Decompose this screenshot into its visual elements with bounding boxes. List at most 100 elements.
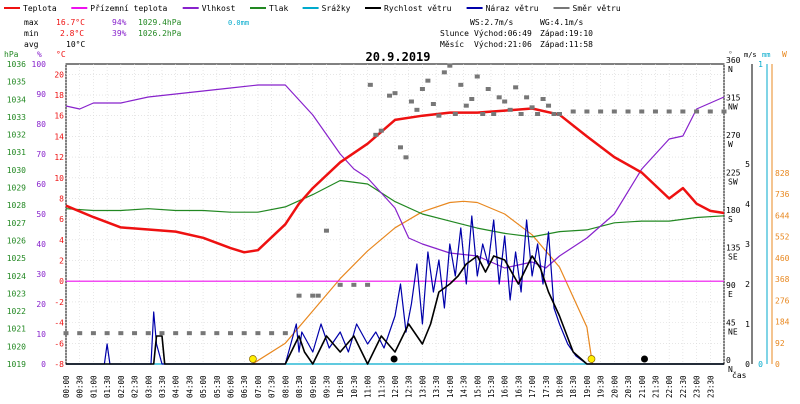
- x-tick-41: 20:30: [624, 375, 633, 398]
- x-tick-26: 13:00: [418, 375, 427, 398]
- winddir-tick-6: 270: [726, 131, 741, 140]
- point-sm-r-v-tru-61: [598, 109, 604, 114]
- solar-tick-2: 184: [775, 318, 790, 327]
- info-sun-label: Slunce: [440, 29, 469, 38]
- humidity_pct-tick-7: 70: [36, 150, 46, 159]
- moon-set-icon: [390, 355, 398, 363]
- humidity_pct-tick-2: 20: [36, 300, 46, 309]
- x-tick-46: 23:00: [693, 375, 702, 398]
- windspeed-tick-3: 3: [745, 240, 750, 249]
- windspeed-tick-0: 0: [745, 360, 750, 369]
- point-sm-r-v-tru-19: [315, 293, 321, 298]
- point-sm-r-v-tru-70: [721, 109, 727, 114]
- humidity_pct-tick-4: 40: [36, 240, 46, 249]
- info-moon-set: Západ:11:58: [540, 40, 593, 49]
- point-sm-r-v-tru-2: [90, 331, 96, 336]
- point-sm-r-v-tru-65: [652, 109, 658, 114]
- temperature_c-tick-9: 10: [54, 174, 64, 183]
- point-sm-r-v-tru-4: [118, 331, 124, 336]
- point-sm-r-v-tru-54: [535, 112, 541, 116]
- point-sm-r-v-tru-3: [104, 331, 110, 336]
- point-sm-r-v-tru-60: [584, 109, 590, 114]
- unit-w: W: [782, 50, 787, 59]
- point-sm-r-v-tru-47: [496, 95, 502, 100]
- stat-min-press: 1026.2hPa: [138, 29, 182, 38]
- pressure_hpa-tick-5: 1024: [7, 272, 26, 281]
- unit-mm: mm: [762, 51, 770, 59]
- winddir-compass-1: NE: [728, 328, 738, 337]
- x-tick-42: 21:00: [638, 375, 647, 398]
- x-tick-22: 11:00: [364, 375, 373, 398]
- point-sm-r-v-tru-56: [546, 103, 552, 108]
- point-sm-r-v-tru-49: [507, 107, 513, 112]
- line-vlhkost: [65, 84, 725, 269]
- legend-label-2: Vlhkost: [202, 4, 236, 13]
- point-sm-r-v-tru-45: [485, 87, 491, 91]
- x-tick-4: 02:00: [117, 375, 126, 398]
- point-sm-r-v-tru-21: [337, 282, 343, 287]
- unit-degc: °C: [56, 50, 66, 59]
- point-sm-r-v-tru-18: [310, 293, 316, 298]
- humidity_pct-tick-5: 50: [36, 210, 46, 219]
- info-sun-set: Západ:19:10: [540, 29, 593, 38]
- winddir-compass-6: W: [728, 140, 733, 149]
- solar-tick-3: 276: [775, 296, 790, 305]
- x-tick-11: 05:30: [213, 375, 222, 398]
- point-sm-r-v-tru-7: [159, 331, 165, 336]
- temperature_c-tick-11: 14: [54, 132, 64, 141]
- sun-set-icon: [587, 355, 596, 363]
- humidity_pct-tick-3: 30: [36, 270, 46, 279]
- rain-tick-0: 0: [758, 360, 763, 369]
- point-sm-r-v-tru-0: [63, 331, 69, 336]
- x-tick-21: 10:30: [350, 375, 359, 398]
- x-tick-15: 07:30: [268, 375, 277, 398]
- windspeed-tick-2: 2: [745, 280, 750, 289]
- pressure_hpa-tick-6: 1025: [7, 254, 26, 263]
- x-tick-30: 15:00: [473, 375, 482, 398]
- point-sm-r-v-tru-37: [441, 70, 447, 75]
- info-sun-rise: Východ:06:49: [474, 29, 532, 38]
- stat-max-rain: 0.0mm: [228, 19, 249, 27]
- x-tick-36: 18:00: [556, 375, 565, 398]
- stat-min-hum: 39%: [112, 29, 127, 38]
- pressure_hpa-tick-17: 1036: [7, 60, 26, 69]
- x-tick-5: 02:30: [131, 375, 140, 398]
- pressure_hpa-tick-13: 1032: [7, 131, 26, 140]
- point-sm-r-v-tru-62: [611, 109, 617, 114]
- point-sm-r-v-tru-46: [491, 112, 497, 116]
- temperature_c-tick-4: 0: [59, 277, 64, 286]
- point-sm-r-v-tru-6: [145, 331, 151, 336]
- temperature_c-tick-12: 16: [54, 112, 64, 121]
- info-wg: WG:4.1m/s: [540, 18, 584, 27]
- pressure_hpa-tick-12: 1031: [7, 148, 26, 157]
- point-sm-r-v-tru-43: [474, 74, 480, 79]
- point-sm-r-v-tru-66: [666, 109, 672, 114]
- humidity_pct-tick-9: 90: [36, 90, 46, 99]
- point-sm-r-v-tru-27: [387, 93, 393, 98]
- solar-tick-6: 552: [775, 233, 790, 242]
- point-sm-r-v-tru-29: [397, 145, 403, 150]
- point-sm-r-v-tru-39: [452, 112, 458, 116]
- temperature_c-tick-1: -6: [54, 339, 64, 348]
- point-sm-r-v-tru-67: [680, 109, 686, 114]
- x-tick-29: 14:30: [460, 375, 469, 398]
- point-sm-r-v-tru-38: [447, 63, 453, 68]
- line-n-raz-v-tru: [66, 215, 724, 365]
- x-tick-1: 00:30: [76, 375, 85, 398]
- x-tick-23: 11:30: [377, 375, 386, 398]
- x-tick-35: 17:30: [542, 375, 551, 398]
- pressure_hpa-tick-2: 1021: [7, 325, 26, 334]
- x-tick-8: 04:00: [172, 375, 181, 398]
- point-sm-r-v-tru-55: [540, 97, 546, 101]
- legend-label-1: Přízemní teplota: [90, 4, 167, 13]
- stat-avg-temp: 10°C: [66, 40, 85, 49]
- winddir-tick-5: 225: [726, 169, 741, 178]
- point-sm-r-v-tru-63: [625, 109, 631, 114]
- point-sm-r-v-tru-20: [323, 228, 329, 233]
- x-tick-44: 22:00: [665, 375, 674, 398]
- stat-max-hum: 94%: [112, 18, 127, 27]
- point-sm-r-v-tru-12: [228, 331, 233, 336]
- legend-label-6: Náraz větru: [486, 4, 539, 13]
- x-tick-14: 07:00: [254, 375, 263, 398]
- chart-title: 20.9.2019: [365, 50, 430, 64]
